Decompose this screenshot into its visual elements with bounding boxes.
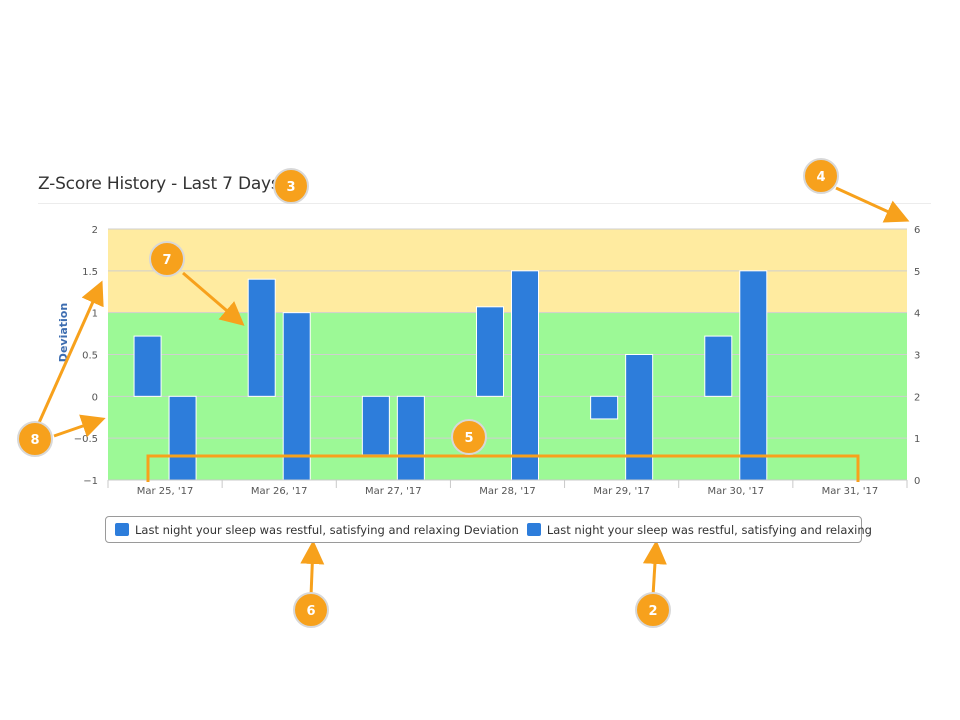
annotation-badge-5 [451,419,487,455]
title-divider [38,203,931,204]
bar-deviation [590,395,619,420]
legend-item-score[interactable]: Last night your sleep was restful, satis… [526,522,872,537]
y-tick-label: 0.5 [82,351,98,362]
annotation-badge-4 [803,158,839,194]
chart-legend: Last night your sleep was restful, satis… [105,516,872,543]
bar-score [739,270,768,481]
bar-score [625,354,654,481]
x-axis-bracket [146,454,860,482]
annotation-badge-6-label: 6 [306,604,315,619]
y-tick-label: −1 [83,476,98,487]
y2-tick-label: 3 [914,351,920,362]
annotation-badge-3-label: 3 [286,180,295,195]
bar-deviation [133,335,162,397]
annotation-badge-8-label: 8 [30,433,39,448]
annotation-badge-2-label: 2 [648,604,657,619]
annotation-badge-7-label: 7 [162,253,171,268]
arrow-2 [642,540,667,597]
x-tick-label: Mar 26, '17 [251,486,308,497]
y2-tick-label: 4 [914,309,920,320]
legend-item-deviation[interactable]: Last night your sleep was restful, satis… [115,523,519,537]
x-tick-label: Mar 27, '17 [365,486,422,497]
arrow-4 [835,186,910,223]
bar-deviation [361,395,390,456]
bar-score [282,312,311,481]
annotation-badge-7 [149,241,185,277]
y-tick-label: 0 [92,392,98,403]
bar-deviation [704,335,733,397]
bar-deviation [476,306,504,397]
legend-swatch-deviation [115,523,129,536]
x-tick-label: Mar 28, '17 [479,486,536,497]
annotation-badge-5-label: 5 [464,431,473,446]
arrow-6 [300,540,325,597]
y-tick-label: −0.5 [74,434,98,445]
legend-swatch-score [526,523,541,536]
annotation-badge-6 [293,592,329,628]
y2-tick-label: 6 [914,225,920,236]
annotation-badge-3 [273,168,309,204]
y-tick-label: 2 [92,225,98,236]
y-tick-label: 1.5 [82,267,98,278]
annotation-badge-2 [635,592,671,628]
y2-tick-label: 0 [914,476,920,487]
x-tick-label: Mar 31, '17 [822,486,879,497]
arrow-8a [36,280,104,426]
chart-title: Z-Score History - Last 7 Days [38,174,280,194]
annotation-badge-4-label: 4 [816,170,825,185]
x-tick-label: Mar 25, '17 [137,486,194,497]
y2-tick-label: 5 [914,267,920,278]
y2-tick-label: 2 [914,392,920,403]
legend-label-deviation: Last night your sleep was restful, satis… [135,522,519,537]
y-axis-title: Deviation [57,303,70,362]
bar-deviation [247,278,276,397]
legend-label-score: Last night your sleep was restful, satis… [546,522,872,537]
arrow-8b [53,414,106,438]
x-tick-label: Mar 29, '17 [593,486,650,497]
arrow-7 [182,271,245,326]
bar-score [168,395,197,481]
bar-score [511,270,539,481]
y-tick-label: 1 [92,309,98,320]
bar-score [396,395,425,481]
x-tick-label: Mar 30, '17 [707,486,764,497]
annotation-badge-8 [17,421,53,457]
y2-tick-label: 1 [914,434,920,445]
